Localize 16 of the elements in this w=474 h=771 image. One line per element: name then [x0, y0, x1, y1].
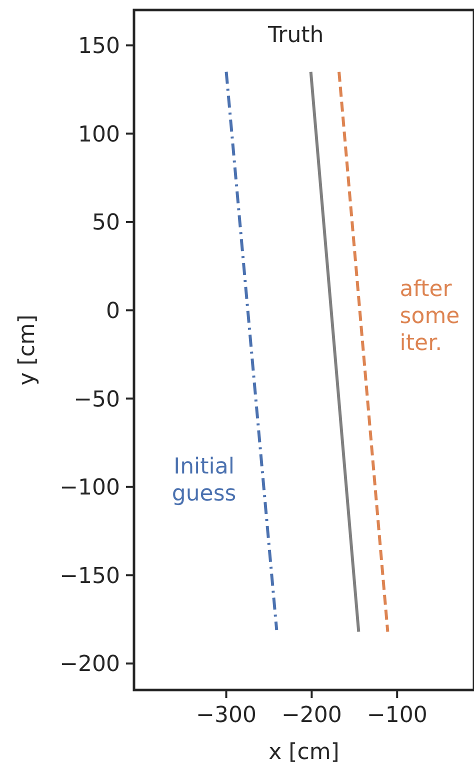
- y-tick-label: 50: [92, 210, 120, 236]
- y-tick-label: −200: [60, 652, 120, 678]
- y-tick-label: 150: [78, 34, 120, 60]
- series-label: after some iter.: [400, 276, 460, 356]
- series-label: Initial guess: [172, 454, 236, 507]
- x-axis-title: x [cm]: [268, 740, 340, 765]
- y-tick-label: 100: [78, 122, 120, 148]
- y-tick-label: −100: [60, 476, 120, 501]
- y-axis-title: y [cm]: [15, 314, 40, 386]
- x-tick-label: −300: [196, 703, 256, 728]
- y-tick-label: 0: [106, 298, 120, 324]
- y-tick-label: −150: [60, 564, 120, 589]
- y-tick-label: −50: [74, 387, 120, 412]
- x-tick-label: −200: [281, 703, 342, 728]
- x-tick-label: −100: [366, 703, 428, 728]
- series-label: Truth: [266, 22, 324, 48]
